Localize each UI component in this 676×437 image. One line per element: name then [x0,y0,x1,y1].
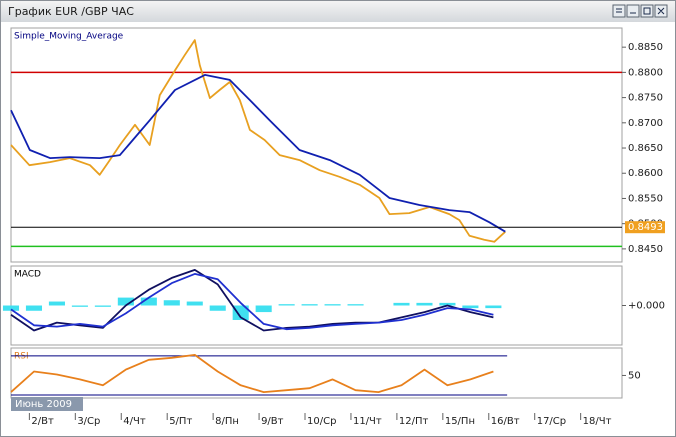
x-tick-label: 11/Чт [353,416,382,427]
series-line [10,74,506,233]
tile-button[interactable] [612,4,626,18]
histogram-bar [324,304,341,306]
window-title: График EUR /GBP ЧАС [8,5,134,18]
x-tick-label: 9/Вт [261,416,284,427]
histogram-bar [117,297,134,306]
x-tick-label: 8/Пн [215,416,239,427]
button-icons [616,7,665,15]
histogram-bar [255,305,272,313]
period-label: Июнь 2009 [15,399,72,410]
period-box [11,397,83,411]
histogram-bar [462,305,479,309]
y-tick-label: 0.8450 [628,244,663,255]
series-line [10,354,494,393]
histogram-bar [347,304,364,306]
x-tick-label: 18/Чт [583,416,612,427]
panel-title: MACD [14,270,41,280]
histogram-bar [393,302,410,306]
panel-title: Simple_Moving_Average [14,32,124,42]
series-line [10,273,494,331]
histogram-bar [301,304,318,306]
histogram-bar [186,301,203,306]
histogram-bar [485,305,502,309]
histogram-bar [209,305,226,311]
histogram-bar [232,305,249,320]
x-tick-label: 10/Ср [307,416,336,427]
panel [10,27,623,263]
y-tick-label: 0.8800 [628,67,663,78]
histogram-bar [48,301,65,306]
histogram-bar [163,300,180,306]
y-tick-label: 0.8550 [628,193,663,204]
x-tick-label: 17/Ср [537,416,566,427]
histogram-bar [439,302,456,306]
histogram-bar [2,305,20,311]
x-tick-label: 4/Чт [123,416,146,427]
histogram-bar [278,304,295,306]
histogram-bar [140,297,157,306]
x-tick-label: 16/Вт [491,416,520,427]
y-tick-label: +0.000 [628,301,665,312]
histogram-bar [416,302,433,306]
panel-title: RSI [14,352,29,362]
y-tick-label: 50 [628,370,641,381]
series-line [10,269,494,332]
y-tick-label: 0.8600 [628,168,663,179]
histogram-bar [94,305,111,307]
maximize-button[interactable] [640,4,654,18]
minimize-button[interactable] [626,4,640,18]
title-bar [1,1,675,22]
y-tick-label: 0.8650 [628,143,663,154]
y-tick-label: 0.8750 [628,93,663,104]
last-price-label: 0.8493 [628,222,663,233]
y-tick-label: 0.8700 [628,118,663,129]
x-tick-label: 15/Пн [445,416,475,427]
x-tick-label: 12/Пт [399,416,429,427]
window-buttons [612,4,668,18]
y-tick-label: 0.8850 [628,42,663,53]
histogram-bar [25,305,43,311]
last-price-box [625,221,665,234]
x-tick-label: 2/Вт [31,416,54,427]
x-tick-label: 5/Пт [169,416,192,427]
histogram-bar [71,305,88,307]
x-tick-label: 3/Ср [77,416,100,427]
